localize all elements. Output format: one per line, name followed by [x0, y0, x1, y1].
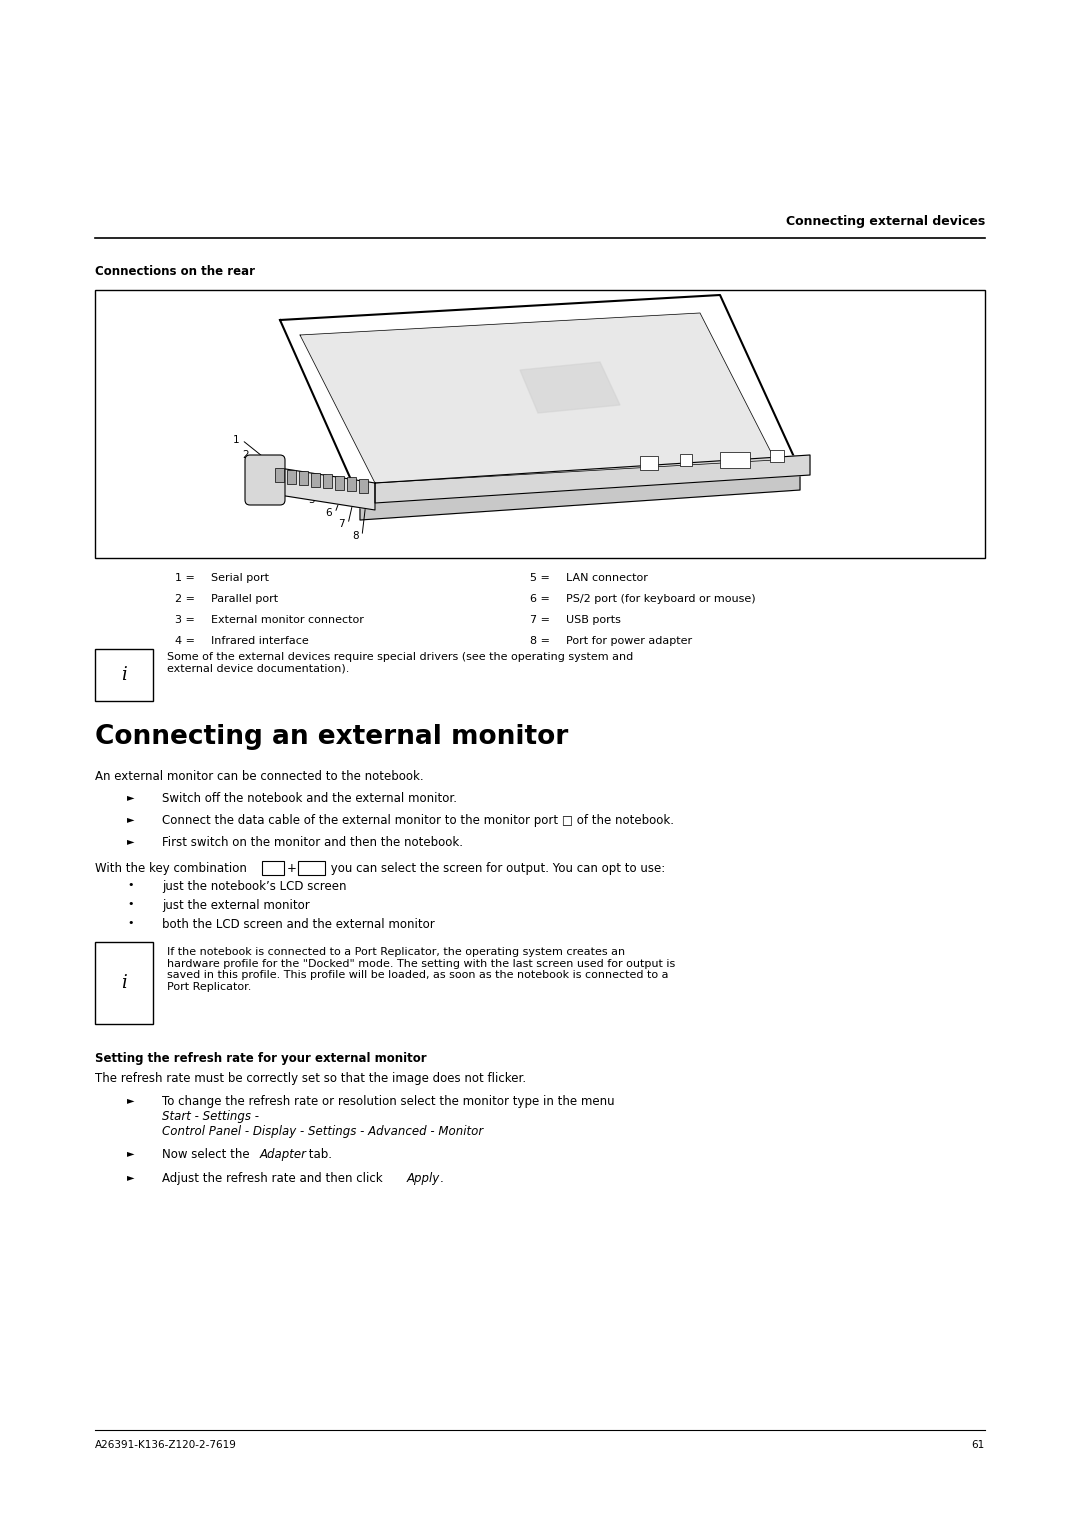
- Text: 6: 6: [325, 507, 332, 518]
- Polygon shape: [519, 362, 620, 413]
- Text: •: •: [127, 898, 134, 909]
- Bar: [720, 452, 750, 468]
- Text: •: •: [127, 880, 134, 889]
- Text: Start - Settings -
Control Panel - Display - Settings - Advanced - Monitor: Start - Settings - Control Panel - Displ…: [162, 1109, 483, 1138]
- Polygon shape: [360, 471, 800, 520]
- Text: Port for power adapter: Port for power adapter: [566, 636, 692, 646]
- Text: An external monitor can be connected to the notebook.: An external monitor can be connected to …: [95, 770, 423, 782]
- Text: Connecting external devices: Connecting external devices: [786, 215, 985, 228]
- Text: Switch off the notebook and the external monitor.: Switch off the notebook and the external…: [162, 792, 457, 805]
- Bar: [640, 455, 658, 471]
- Text: With the key combination: With the key combination: [95, 862, 251, 876]
- Text: just the notebook’s LCD screen: just the notebook’s LCD screen: [162, 880, 347, 892]
- Text: Connections on the rear: Connections on the rear: [95, 264, 255, 278]
- Text: 61: 61: [972, 1439, 985, 1450]
- Text: First switch on the monitor and then the notebook.: First switch on the monitor and then the…: [162, 836, 463, 850]
- Text: 4: 4: [285, 481, 292, 492]
- Text: just the external monitor: just the external monitor: [162, 898, 310, 912]
- Text: To change the refresh rate or resolution select the monitor type in the menu: To change the refresh rate or resolution…: [162, 1096, 619, 1108]
- Bar: [95, 941, 153, 1024]
- Text: Now select the: Now select the: [162, 1148, 254, 1161]
- Text: External monitor connector: External monitor connector: [211, 614, 364, 625]
- Bar: [275, 468, 284, 481]
- Text: 5 =: 5 =: [530, 573, 550, 584]
- Text: you can select the screen for output. You can opt to use:: you can select the screen for output. Yo…: [327, 862, 665, 876]
- Bar: [95, 649, 153, 701]
- Bar: [262, 860, 284, 876]
- Text: Connecting an external monitor: Connecting an external monitor: [95, 724, 568, 750]
- Text: 8 =: 8 =: [530, 636, 550, 646]
- Text: Setting the refresh rate for your external monitor: Setting the refresh rate for your extern…: [95, 1051, 427, 1065]
- Text: .: .: [440, 1172, 444, 1186]
- Text: If the notebook is connected to a Port Replicator, the operating system creates : If the notebook is connected to a Port R…: [167, 947, 675, 992]
- Bar: [335, 475, 345, 489]
- Text: ►: ►: [127, 1172, 135, 1183]
- Text: 1 =: 1 =: [175, 573, 194, 584]
- Text: 3 =: 3 =: [175, 614, 194, 625]
- Polygon shape: [260, 465, 375, 510]
- Text: +: +: [287, 862, 297, 876]
- Bar: [359, 478, 368, 492]
- Text: 6 =: 6 =: [530, 594, 550, 604]
- Text: Parallel port: Parallel port: [211, 594, 279, 604]
- Text: LAN connector: LAN connector: [566, 573, 648, 584]
- Text: Adapter: Adapter: [260, 1148, 307, 1161]
- Text: 7 =: 7 =: [530, 614, 550, 625]
- Text: i: i: [121, 973, 126, 992]
- Text: Apply: Apply: [407, 1172, 441, 1186]
- Text: 1: 1: [232, 435, 239, 445]
- Bar: [347, 477, 356, 490]
- Text: 7: 7: [338, 520, 345, 529]
- Bar: [680, 454, 692, 466]
- FancyBboxPatch shape: [245, 455, 285, 504]
- Text: 4 =: 4 =: [175, 636, 195, 646]
- Text: Adjust the refresh rate and then click: Adjust the refresh rate and then click: [162, 1172, 387, 1186]
- Text: F10: F10: [302, 863, 321, 872]
- Text: 2 =: 2 =: [175, 594, 195, 604]
- Text: 8: 8: [352, 532, 359, 541]
- Text: ►: ►: [127, 792, 135, 802]
- Text: Connect the data cable of the external monitor to the monitor port □ of the note: Connect the data cable of the external m…: [162, 814, 674, 827]
- Polygon shape: [300, 313, 775, 483]
- Text: USB ports: USB ports: [566, 614, 621, 625]
- Text: 2: 2: [242, 451, 249, 460]
- Text: A26391-K136-Z120-2-7619: A26391-K136-Z120-2-7619: [95, 1439, 237, 1450]
- Bar: [299, 471, 308, 484]
- Text: ►: ►: [127, 814, 135, 824]
- Text: ►: ►: [127, 836, 135, 847]
- Text: PS/2 port (for keyboard or mouse): PS/2 port (for keyboard or mouse): [566, 594, 756, 604]
- Bar: [95, 290, 985, 558]
- Bar: [311, 472, 320, 486]
- Polygon shape: [375, 455, 810, 503]
- Text: 5: 5: [309, 495, 315, 504]
- Polygon shape: [280, 295, 800, 500]
- Text: 3: 3: [266, 468, 272, 477]
- Text: Infrared interface: Infrared interface: [211, 636, 309, 646]
- Text: The refresh rate must be correctly set so that the image does not flicker.: The refresh rate must be correctly set s…: [95, 1073, 526, 1085]
- Bar: [770, 451, 784, 461]
- Bar: [323, 474, 332, 487]
- Text: •: •: [127, 918, 134, 927]
- Bar: [287, 469, 296, 483]
- Text: Some of the external devices require special drivers (see the operating system a: Some of the external devices require spe…: [167, 652, 633, 674]
- Text: i: i: [121, 666, 126, 685]
- Text: both the LCD screen and the external monitor: both the LCD screen and the external mon…: [162, 918, 435, 931]
- Text: Fn: Fn: [267, 863, 280, 872]
- Text: Serial port: Serial port: [211, 573, 269, 584]
- Text: ►: ►: [127, 1096, 135, 1105]
- Text: tab.: tab.: [305, 1148, 332, 1161]
- Bar: [298, 860, 325, 876]
- Text: ►: ►: [127, 1148, 135, 1158]
